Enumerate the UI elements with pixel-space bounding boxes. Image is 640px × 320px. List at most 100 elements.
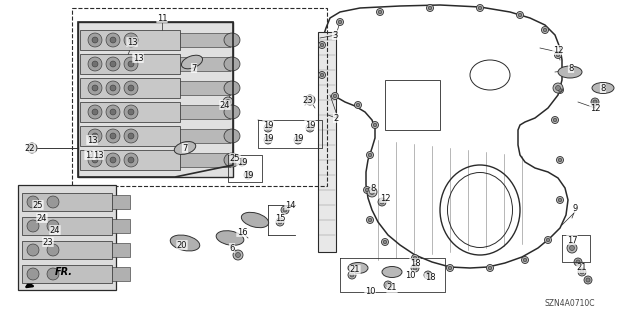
Bar (72, 8, 327, 186)
Circle shape (355, 101, 362, 108)
Circle shape (557, 196, 563, 204)
Circle shape (106, 81, 120, 95)
Text: 7: 7 (191, 63, 196, 73)
Text: 25: 25 (33, 201, 44, 210)
Circle shape (380, 200, 384, 204)
Circle shape (367, 187, 377, 197)
Circle shape (223, 97, 233, 107)
Circle shape (413, 256, 417, 260)
Circle shape (378, 198, 386, 206)
Circle shape (381, 238, 388, 245)
Circle shape (319, 71, 326, 78)
Circle shape (383, 240, 387, 244)
Bar (18, 185, 116, 290)
Text: 19: 19 (243, 171, 253, 180)
Text: SZN4A0710C: SZN4A0710C (545, 299, 595, 308)
Circle shape (356, 103, 360, 107)
Text: 12: 12 (553, 45, 563, 54)
Circle shape (128, 157, 134, 163)
Text: 8: 8 (568, 63, 573, 73)
Circle shape (557, 86, 563, 93)
Bar (318, 32, 336, 252)
Circle shape (368, 153, 372, 157)
Circle shape (266, 138, 270, 142)
Text: 17: 17 (566, 236, 577, 244)
Ellipse shape (224, 153, 240, 167)
Circle shape (281, 206, 289, 214)
Circle shape (576, 260, 580, 264)
Text: 13: 13 (93, 150, 103, 159)
Bar (78, 22, 233, 177)
Text: 24: 24 (220, 100, 230, 109)
Bar (112, 267, 130, 281)
Ellipse shape (558, 66, 582, 78)
Circle shape (233, 250, 243, 260)
Text: 19: 19 (292, 133, 303, 142)
Circle shape (27, 220, 39, 232)
Text: 24: 24 (36, 213, 47, 222)
Ellipse shape (224, 81, 240, 95)
Text: 21: 21 (577, 263, 588, 273)
Text: 21: 21 (349, 266, 360, 275)
Bar (112, 243, 130, 257)
Text: 14: 14 (285, 201, 295, 210)
Circle shape (593, 100, 597, 104)
Circle shape (368, 218, 372, 222)
Circle shape (337, 19, 344, 26)
Circle shape (128, 133, 134, 139)
Ellipse shape (382, 267, 402, 277)
Bar (112, 219, 130, 233)
Circle shape (27, 143, 37, 153)
Circle shape (350, 273, 354, 277)
Text: 8: 8 (600, 84, 605, 92)
Text: 24: 24 (50, 226, 60, 235)
Circle shape (557, 156, 563, 164)
Text: 19: 19 (237, 157, 247, 166)
Circle shape (88, 33, 102, 47)
Text: 12: 12 (589, 103, 600, 113)
Text: 10: 10 (404, 270, 415, 279)
Circle shape (545, 236, 552, 244)
Circle shape (543, 28, 547, 32)
Circle shape (106, 153, 120, 167)
Circle shape (319, 42, 326, 49)
Ellipse shape (224, 57, 240, 71)
Circle shape (554, 52, 561, 59)
Bar (80, 54, 180, 74)
Circle shape (384, 281, 392, 289)
Circle shape (478, 6, 482, 10)
Circle shape (276, 218, 284, 226)
Circle shape (296, 138, 300, 142)
Text: 3: 3 (332, 30, 338, 39)
Text: 11: 11 (84, 150, 95, 159)
Circle shape (541, 27, 548, 34)
Circle shape (238, 158, 246, 166)
Circle shape (448, 266, 452, 270)
Circle shape (558, 88, 562, 92)
Circle shape (110, 157, 116, 163)
Circle shape (552, 116, 559, 124)
Circle shape (110, 85, 116, 91)
Circle shape (580, 270, 584, 274)
Circle shape (266, 126, 270, 130)
Circle shape (558, 158, 562, 162)
Circle shape (124, 57, 138, 71)
Bar (180, 129, 230, 143)
Circle shape (367, 217, 374, 223)
Circle shape (47, 220, 59, 232)
Circle shape (367, 151, 374, 158)
Circle shape (376, 9, 383, 15)
Bar (80, 150, 180, 170)
Circle shape (553, 118, 557, 122)
Text: 19: 19 (263, 121, 273, 130)
Circle shape (412, 254, 419, 261)
Circle shape (424, 271, 432, 279)
Ellipse shape (224, 105, 240, 119)
Circle shape (308, 126, 312, 130)
Text: 13: 13 (127, 37, 138, 46)
Bar (180, 105, 230, 119)
Bar (80, 126, 180, 146)
Circle shape (477, 4, 483, 12)
Text: 19: 19 (263, 133, 273, 142)
Circle shape (128, 109, 134, 115)
